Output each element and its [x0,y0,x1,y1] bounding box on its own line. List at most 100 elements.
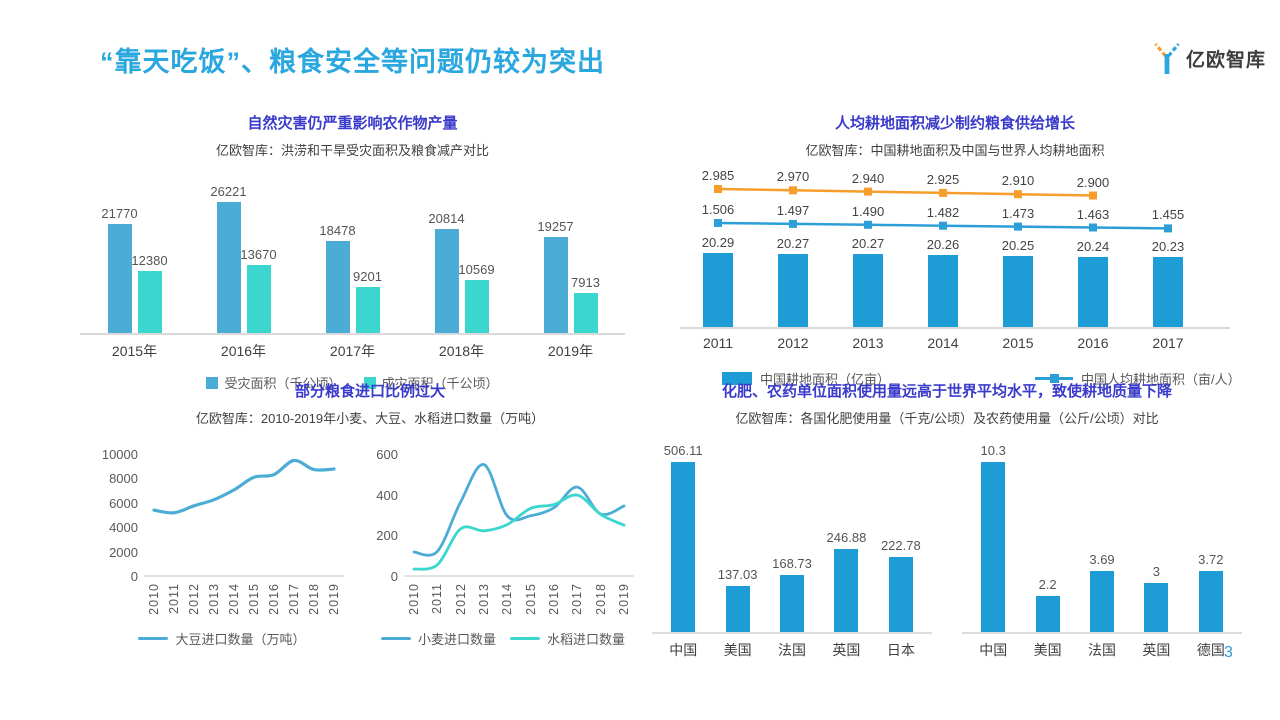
x-tick-text: 2016 [547,583,561,615]
legend-swatch [206,376,219,389]
bar-value-label: 222.78 [880,538,921,553]
bar [1078,256,1108,327]
chart-title: 人均耕地面积减少制约粮食供给增长 [834,115,1075,132]
x-tick-label: 2011 [167,583,181,619]
x-tick-label: 2013 [477,583,491,620]
y-axis: 0 200 400 600 [372,437,404,584]
bar-value-label: 18478 [319,223,356,238]
line-chart-body: 0 2000 4000 6000 8000 10000 [100,437,344,584]
x-tick-label: 2014 [227,583,241,620]
chart-fertilizer-pesticide: 化肥、农药单位面积使用量远高于世界平均水平，致使耕地质量下降 亿欧智库：各国化肥… [652,380,1242,660]
bar [834,548,859,632]
line-marker [789,219,797,228]
x-tick-label: 2019 [617,583,631,620]
logo-y-icon [1154,42,1180,74]
line-value-label: 2.910 [1001,173,1035,189]
bar-column: 168.73 [772,439,812,632]
bar-cell: 168.73 [765,439,819,632]
bar-value-label: 3 [1152,563,1161,579]
x-tick-label: 中国 [979,642,1008,658]
line-series [152,458,336,515]
bar-column: 19257 [537,165,574,333]
x-tick-text: 2010 [147,583,161,615]
x-tick-text: 2013 [207,583,221,615]
bar [107,224,132,333]
x-tick-label: 2018 [594,583,608,620]
legend-item: 小麦进口数量 [380,629,496,648]
x-axis: 2015年 2016年 2017年 2018年 2019年 [80,341,625,361]
x-axis: 中国 美国 法国 英国 日本 [652,640,932,660]
chart-subtitle: 亿欧智库：各国化肥使用量（千克/公顷）及农药使用量（公斤/公顷）对比 [735,411,1159,426]
x-tick-label: 2017 [287,583,301,620]
bar-column: 13670 [240,165,277,333]
bar-group: 21770 12380 [80,165,189,333]
bar-value-label: 20.29 [701,234,735,250]
x-tick-label: 2014 [500,583,514,620]
x-tick-label: 2015年 [111,343,158,359]
bar-column: 20814 [428,165,465,333]
bar-column: 10.3 [981,439,1006,632]
logo-text: 亿欧智库 [1186,49,1267,71]
bar [1090,571,1115,632]
line-plot-area [144,437,344,577]
x-tick-label: 2015 [1002,335,1034,351]
legend-item: 中国人均耕地面积（亩/人） [1035,369,1241,388]
bar-cell: 246.88 [819,439,873,632]
x-axis: 2010 2011 2012 2013 2014 2015 2016 2017 2018 2019 [404,577,634,627]
bar-column: 3.72 [1198,439,1223,632]
page-title: “靠天吃饭”、粮食安全等问题仍较为突出 [100,47,605,77]
logo: 亿欧智库 [1152,40,1266,76]
x-tick-text: 2019 [617,583,631,615]
x-tick-label: 2016 [267,583,281,620]
chart-subtitle: 亿欧智库：洪涝和干旱受灾面积及粮食减产对比 [215,143,489,158]
line-charts-row: 0 2000 4000 6000 8000 10000 2010 2011 2012 2013 2… [100,437,640,648]
legend-item: 大豆进口数量（万吨） [138,629,306,648]
page-number: 3 [1224,644,1233,661]
bar-plot-area: 21770 12380 26221 13670 18478 9201 20814 10569 1… [80,165,625,335]
bar [434,229,459,333]
legend-label: 中国耕地面积（亿亩） [760,372,891,387]
bar-cell: 3.69 [1075,439,1129,632]
bar-value-label: 9201 [353,269,382,284]
x-tick-label: 英国 [832,642,861,658]
bar-value-label: 10569 [458,262,495,277]
legend: 大豆进口数量（万吨） [100,629,344,648]
x-tick-label: 2012 [454,583,468,620]
line-marker [1089,223,1097,232]
line-chart-wheat-rice: 0 200 400 600 2010 2011 2012 2013 2014 2015 2016 2… [372,437,634,648]
bar [888,557,913,632]
line-marker [1089,191,1097,200]
legend-item: 中国耕地面积（亿亩） [722,369,890,388]
line-value-label: 2.940 [851,170,885,186]
chart-subtitle: 亿欧智库：中国耕地面积及中国与世界人均耕地面积 [805,143,1105,158]
x-tick-text: 2018 [307,583,321,615]
bar-value-label: 13670 [240,247,277,262]
legend-swatch [380,637,411,640]
bar [355,287,380,333]
line-value-label: 1.482 [926,204,960,220]
y-tick-label: 8000 [109,471,138,487]
legend-marker [1050,374,1060,383]
legend-label: 大豆进口数量（万吨） [175,632,306,647]
line-plot-area [404,437,634,577]
line-value-label: 2.925 [926,171,960,187]
combo-lines [714,185,1172,233]
x-tick-label: 2019年 [547,343,594,359]
y-tick-label: 600 [376,447,398,462]
bar-plot-area: 10.3 2.2 3.69 3 3.72 [962,439,1242,634]
line-value-label: 2.900 [1076,174,1110,190]
line-marker [789,186,797,195]
x-tick-label: 美国 [723,642,752,658]
y-tick-label: 4000 [109,520,138,536]
bar-column: 137.03 [718,439,757,632]
bar-cell: 506.11 [656,439,710,632]
bar [246,265,271,333]
legend-swatch [363,376,376,389]
legend-label: 成灾面积（千公顷） [381,376,499,391]
bar [1153,257,1183,327]
x-tick-label: 2011 [702,335,734,351]
bar-column: 26221 [210,165,247,333]
x-tick-text: 2015 [523,583,538,615]
bar [928,255,958,327]
x-tick-label: 中国 [669,642,698,658]
